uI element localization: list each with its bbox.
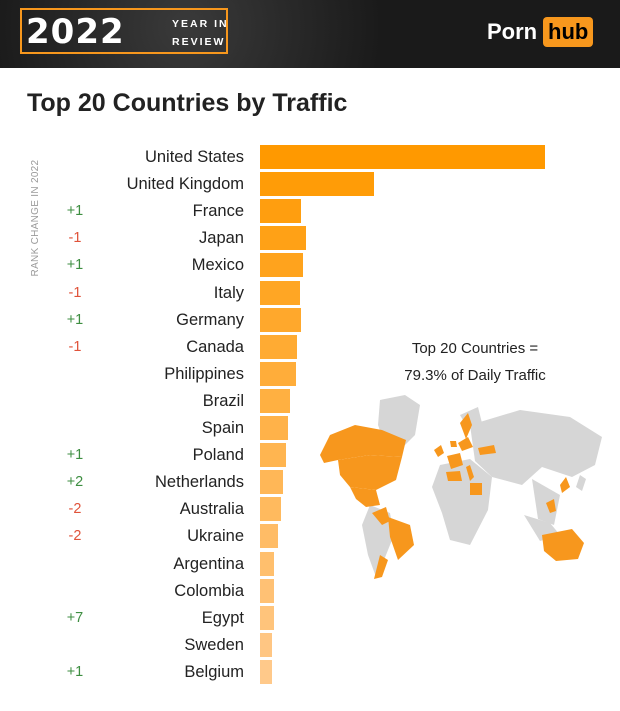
traffic-bar — [260, 632, 272, 657]
rank-change-value: +1 — [66, 663, 84, 680]
rank-change-value: +7 — [66, 609, 84, 626]
traffic-bar — [260, 280, 300, 305]
country-label: Philippines — [164, 364, 244, 383]
country-label: United Kingdom — [126, 175, 244, 194]
traffic-bar — [260, 551, 274, 576]
logo-text-primary: Porn — [487, 19, 538, 44]
traffic-bar — [260, 199, 301, 224]
review-label: REVIEW — [172, 36, 226, 48]
country-label: Poland — [192, 446, 244, 465]
traffic-bar — [260, 659, 272, 684]
country-label: Netherlands — [155, 473, 244, 492]
country-label: Germany — [176, 310, 244, 329]
rank-change-value: -1 — [68, 284, 82, 301]
year-text: 2022 — [26, 12, 125, 52]
chart-title: Top 20 Countries by Traffic — [27, 89, 348, 117]
traffic-bar — [260, 145, 545, 169]
country-label: Egypt — [201, 608, 244, 627]
traffic-bar — [260, 416, 288, 440]
country-label: Brazil — [202, 391, 244, 410]
rank-change-value: +1 — [66, 257, 84, 274]
country-label: Sweden — [184, 635, 244, 654]
rank-change-value: -1 — [68, 338, 82, 355]
traffic-bar — [260, 443, 286, 468]
traffic-annotation: Top 20 Countries = 79.3% of Daily Traffi… — [375, 335, 575, 389]
traffic-bar — [260, 226, 306, 251]
traffic-bar — [260, 605, 274, 630]
traffic-bar — [260, 361, 296, 386]
rank-change-value: +1 — [66, 447, 84, 464]
traffic-bar — [260, 497, 281, 522]
traffic-bar — [260, 172, 374, 197]
header-banner: 2022 YEAR IN REVIEW Porn hub — [0, 0, 620, 68]
country-label: Italy — [213, 283, 244, 302]
country-label: Mexico — [191, 256, 244, 275]
country-label: Spain — [201, 419, 244, 437]
year-in-review-frame — [20, 8, 228, 54]
annotation-line-2: 79.3% of Daily Traffic — [404, 367, 546, 384]
rank-change-value: -2 — [68, 528, 82, 545]
country-label: Belgium — [184, 662, 244, 681]
country-label: Japan — [199, 229, 244, 248]
country-label: Colombia — [174, 581, 244, 600]
logo-text-highlight: hub — [543, 17, 594, 47]
traffic-bar — [260, 388, 290, 413]
traffic-bar — [260, 578, 274, 603]
traffic-bar — [260, 334, 297, 359]
annotation-line-1: Top 20 Countries = — [411, 340, 539, 357]
year-in-label: YEAR IN — [172, 18, 229, 30]
country-label: Ukraine — [187, 527, 244, 546]
rank-change-value: -1 — [68, 230, 82, 247]
country-label: Canada — [186, 337, 244, 356]
rank-change-value: +1 — [66, 203, 84, 220]
country-label: Argentina — [173, 554, 244, 573]
rank-change-value: +1 — [66, 311, 84, 328]
world-map — [320, 395, 602, 579]
country-label: Australia — [179, 500, 244, 519]
traffic-bar — [260, 253, 303, 278]
country-label: United States — [144, 148, 244, 166]
country-label: France — [192, 202, 244, 221]
traffic-bar — [260, 307, 301, 332]
map-highlight-regions — [320, 413, 584, 579]
traffic-bar — [260, 524, 278, 549]
rank-change-axis-label: RANK CHANGE IN 2022 — [30, 159, 41, 277]
traffic-bar — [260, 470, 283, 495]
rank-change-value: +2 — [66, 474, 84, 491]
rank-change-value: -2 — [68, 501, 82, 518]
